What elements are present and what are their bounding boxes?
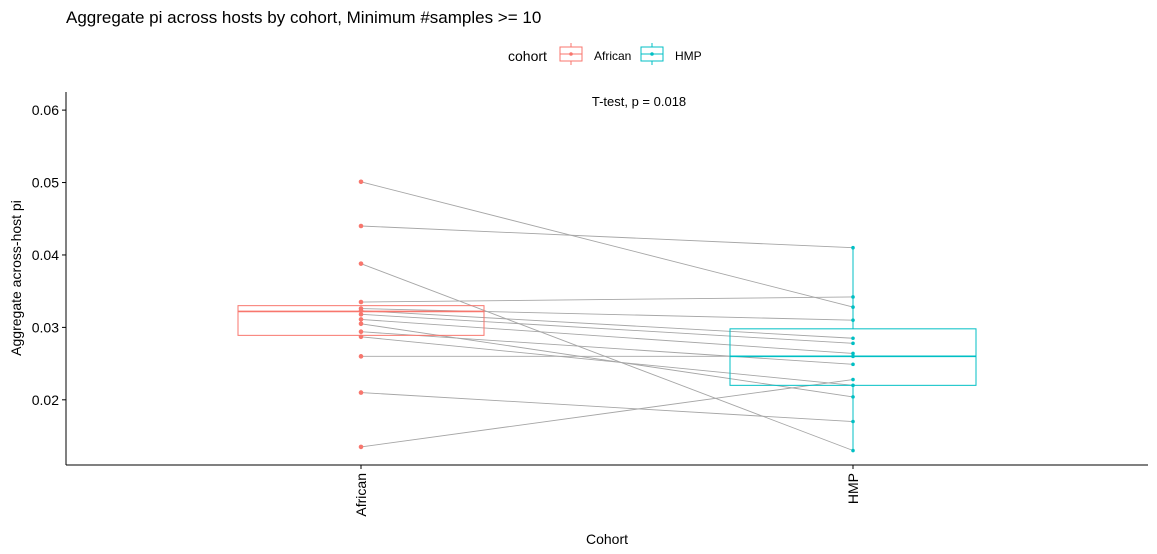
- point-african: [358, 179, 364, 185]
- point-hmp: [851, 318, 855, 322]
- boxes: [237, 247, 977, 451]
- y-tick-label: 0.02: [32, 392, 59, 408]
- pair-lines: [360, 181, 854, 451]
- legend-title: cohort: [508, 48, 547, 64]
- y-tick-label: 0.03: [32, 319, 59, 335]
- pair-line: [360, 336, 854, 386]
- x-axis-label: Cohort: [586, 531, 628, 547]
- point-african: [358, 334, 364, 340]
- chart-title: Aggregate pi across hosts by cohort, Min…: [66, 8, 541, 27]
- x-tick-label-african: African: [353, 473, 369, 517]
- point-hmp: [851, 377, 855, 382]
- point-hmp: [851, 383, 855, 388]
- point-hmp: [851, 362, 855, 367]
- y-tick-label: 0.04: [32, 247, 59, 263]
- pair-line: [360, 181, 854, 308]
- pair-line: [360, 318, 854, 354]
- legend: cohort African HMP: [508, 43, 702, 65]
- point-hmp: [851, 419, 855, 424]
- pair-line: [360, 331, 854, 365]
- point-african: [358, 321, 364, 327]
- legend-key-point: [569, 52, 573, 56]
- point-hmp: [851, 351, 855, 356]
- axes: 0.02 0.03 0.04 0.05 0.06 African HMP: [32, 92, 1148, 517]
- legend-entry-label: African: [594, 49, 631, 63]
- point-hmp: [851, 336, 855, 341]
- point-african: [358, 308, 364, 314]
- point-african: [358, 354, 364, 359]
- pair-line: [360, 308, 854, 321]
- point-hmp: [851, 395, 855, 399]
- pair-line: [360, 323, 854, 398]
- point-african: [358, 317, 364, 322]
- point-hmp: [851, 448, 855, 453]
- point-hmp: [851, 305, 855, 309]
- point-hmp: [851, 354, 855, 359]
- legend-entry-hmp: HMP: [640, 43, 702, 65]
- pair-line: [360, 310, 854, 339]
- point-hmp: [851, 245, 855, 250]
- point-african: [358, 444, 364, 450]
- pair-line: [360, 296, 854, 303]
- pair-line: [360, 313, 854, 344]
- x-tick-label-hmp: HMP: [845, 473, 861, 504]
- y-tick-label: 0.05: [32, 175, 59, 191]
- point-african: [358, 329, 364, 335]
- pair-line: [360, 379, 854, 448]
- points: [358, 179, 855, 453]
- legend-entry-label: HMP: [675, 49, 702, 63]
- pair-line: [360, 392, 854, 422]
- pair-line: [360, 225, 854, 249]
- legend-entry-african: African: [559, 43, 631, 65]
- pair-line: [360, 263, 854, 451]
- point-hmp: [851, 295, 855, 299]
- legend-key-point: [650, 52, 654, 56]
- point-african: [358, 299, 364, 305]
- point-hmp: [851, 341, 855, 346]
- point-african: [358, 223, 364, 229]
- y-axis-label: Aggregate across-host pi: [8, 200, 24, 356]
- y-tick-label: 0.06: [32, 102, 59, 118]
- t-test-annotation: T-test, p = 0.018: [592, 94, 686, 109]
- point-african: [358, 261, 364, 266]
- point-african: [358, 312, 364, 317]
- point-african: [358, 390, 364, 395]
